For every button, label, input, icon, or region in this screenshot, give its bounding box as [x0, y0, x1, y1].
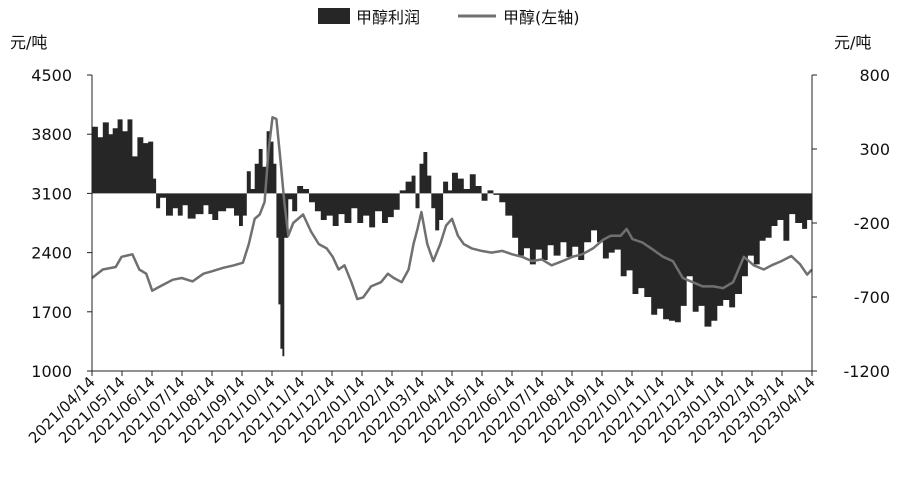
right-tick-label: -1200 [844, 362, 891, 381]
left-axis-unit: 元/吨 [10, 33, 47, 52]
right-tick-label: 800 [859, 66, 890, 85]
right-axis-ticks: -1200 -700 -200 300 800 [812, 66, 890, 381]
left-tick-label: 1700 [31, 303, 72, 322]
right-tick-label: -700 [854, 288, 890, 307]
left-tick-label: 2400 [31, 244, 72, 263]
right-axis-unit: 元/吨 [834, 33, 871, 52]
price-line-series [91, 116, 813, 301]
left-tick-label: 3800 [31, 125, 72, 144]
legend-label-profit: 甲醇利润 [356, 8, 420, 27]
legend-swatch-profit [318, 8, 350, 24]
legend-label-price: 甲醇(左轴) [503, 8, 580, 27]
left-tick-label: 4500 [31, 66, 72, 85]
left-tick-label: 3100 [31, 184, 72, 203]
profit-area-series [92, 119, 812, 357]
left-axis-ticks: 1000 1700 2400 3100 3800 4500 [31, 66, 92, 381]
legend: 甲醇利润 甲醇(左轴) [318, 8, 580, 27]
right-tick-label: -200 [854, 214, 890, 233]
price-line [91, 116, 813, 301]
right-tick-label: 300 [859, 140, 890, 159]
profit-area [92, 119, 812, 357]
left-tick-label: 1000 [31, 362, 72, 381]
x-axis-ticks: 2021/04/142021/05/142021/06/142021/07/14… [25, 371, 819, 447]
